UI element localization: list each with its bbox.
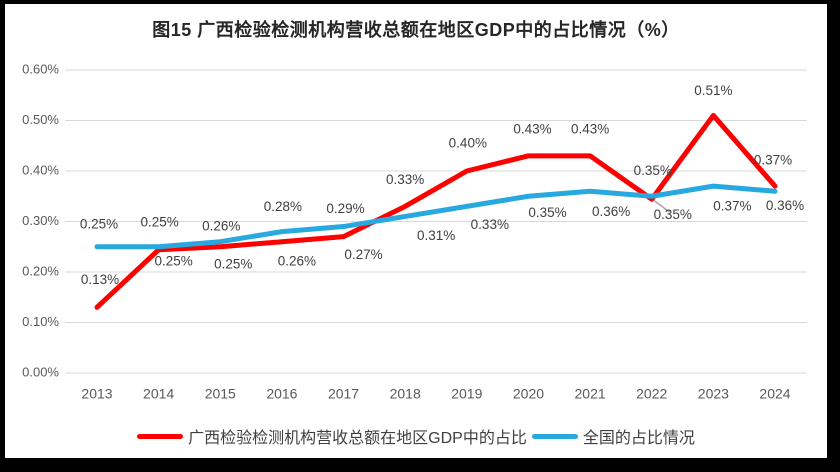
y-axis-tick-label: 0.50%	[22, 112, 59, 127]
data-label-national: 0.35%	[654, 207, 692, 222]
data-label-national: 0.35%	[528, 205, 566, 220]
data-label-guangxi: 0.33%	[386, 172, 424, 187]
data-label-national: 0.33%	[471, 217, 509, 232]
data-label-national: 0.26%	[202, 218, 240, 233]
x-axis-label: 2020	[513, 386, 544, 402]
data-label-guangxi: 0.35%	[634, 163, 672, 178]
legend-label-guangxi: 广西检验检测机构营收总额在地区GDP中的占比	[188, 430, 527, 447]
x-axis-label: 2023	[698, 386, 729, 402]
x-axis-label: 2016	[266, 386, 297, 402]
data-label-national: 0.31%	[417, 228, 455, 243]
data-label-guangxi: 0.25%	[214, 256, 252, 271]
data-label-national: 0.36%	[592, 204, 630, 219]
data-label-guangxi: 0.51%	[694, 83, 732, 98]
y-axis-tick-label: 0.20%	[22, 263, 59, 278]
x-axis-label: 2021	[575, 386, 606, 402]
data-label-national: 0.36%	[766, 198, 804, 213]
data-label-guangxi: 0.37%	[754, 153, 792, 168]
x-axis-label: 2019	[451, 386, 482, 402]
legend-item-guangxi: 广西检验检测机构营收总额在地区GDP中的占比	[137, 424, 527, 448]
y-axis-tick-label: 0.10%	[22, 314, 59, 329]
data-label-guangxi: 0.43%	[571, 121, 609, 136]
x-axis-label: 2015	[205, 386, 236, 402]
blue-line-legend-marker	[531, 433, 578, 439]
data-label-guangxi: 0.43%	[513, 121, 551, 136]
series-line-guangxi	[94, 112, 778, 310]
data-label-guangxi: 0.25%	[154, 253, 192, 268]
data-label-national: 0.25%	[140, 214, 178, 229]
series-line-national	[94, 183, 778, 250]
data-label-national: 0.28%	[264, 199, 302, 214]
y-axis-tick-label: 0.30%	[22, 213, 59, 228]
y-axis-tick-label: 0.60%	[22, 61, 59, 76]
data-label-national: 0.37%	[713, 199, 751, 214]
legend-label-national: 全国的占比情况	[582, 430, 695, 447]
x-axis-label: 2017	[328, 386, 359, 402]
red-line-legend-marker	[137, 433, 184, 439]
x-axis-label: 2024	[759, 386, 790, 402]
data-label-guangxi: 0.27%	[344, 247, 382, 262]
data-label-guangxi: 0.40%	[449, 136, 487, 151]
data-label-national: 0.25%	[80, 216, 118, 231]
chart-canvas: 图15 广西检验检测机构营收总额在地区GDP中的占比情况（%） 0.00% 0.1…	[5, 4, 827, 458]
y-axis-tick-label: 0.40%	[22, 162, 59, 177]
x-axis-label: 2018	[390, 386, 421, 402]
x-axis-label: 2022	[636, 386, 667, 402]
legend-item-national: 全国的占比情况	[531, 424, 695, 448]
y-axis-tick-label: 0.00%	[22, 364, 59, 379]
chart-legend: 广西检验检测机构营收总额在地区GDP中的占比 全国的占比情况	[5, 424, 827, 448]
x-axis-label: 2014	[143, 386, 174, 402]
data-label-leader-line	[653, 199, 671, 213]
data-label-national: 0.29%	[326, 201, 364, 216]
data-label-guangxi: 0.26%	[278, 253, 316, 268]
chart-title: 图15 广西检验检测机构营收总额在地区GDP中的占比情况（%）	[152, 20, 680, 40]
x-axis-label: 2013	[81, 386, 112, 402]
line-chart-plot-area: 0.00% 0.10% 0.20% 0.30% 0.40% 0.50% 0.60% 2013 2…	[22, 61, 807, 402]
data-label-guangxi: 0.13%	[81, 272, 119, 287]
